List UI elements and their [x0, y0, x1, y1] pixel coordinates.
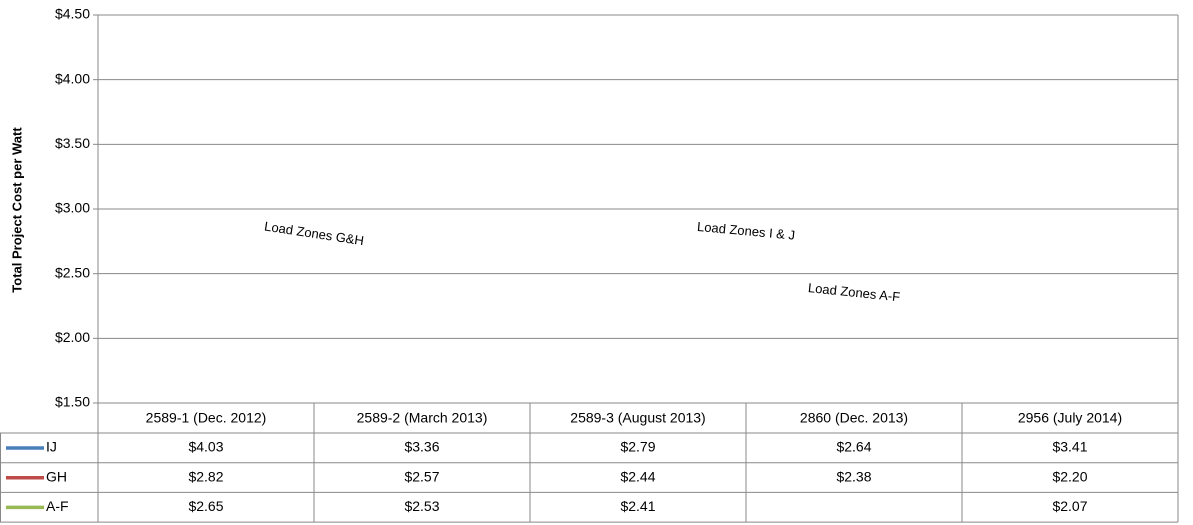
table-value: $2.41 — [620, 498, 655, 514]
y-tick-label: $2.50 — [55, 264, 90, 280]
annotation: Load Zones I & J — [696, 219, 795, 243]
table-value: $3.41 — [1052, 439, 1087, 455]
table-value: $2.65 — [188, 498, 223, 514]
table-value: $2.64 — [836, 439, 871, 455]
x-tick-label: 2589-2 (March 2013) — [357, 410, 488, 426]
y-tick-label: $3.00 — [55, 200, 90, 216]
y-axis-label: Total Project Cost per Watt — [9, 127, 24, 293]
y-tick-label: $4.50 — [55, 6, 90, 22]
table-value: $2.82 — [188, 468, 223, 484]
table-value: $2.07 — [1052, 498, 1087, 514]
table-value: $2.38 — [836, 468, 871, 484]
table-value: $2.53 — [404, 498, 439, 514]
table-value: $2.79 — [620, 439, 655, 455]
legend-label: IJ — [46, 439, 57, 455]
annotation: Load Zones G&H — [263, 219, 365, 249]
x-tick-label: 2589-3 (August 2013) — [570, 410, 705, 426]
table-value: $2.20 — [1052, 468, 1087, 484]
y-tick-label: $4.00 — [55, 70, 90, 86]
y-tick-label: $3.50 — [55, 135, 90, 151]
x-tick-label: 2860 (Dec. 2013) — [800, 410, 908, 426]
x-tick-label: 2956 (July 2014) — [1018, 410, 1122, 426]
table-value: $2.44 — [620, 468, 655, 484]
x-tick-label: 2589-1 (Dec. 2012) — [146, 410, 267, 426]
y-tick-label: $1.50 — [55, 394, 90, 410]
annotation: Load Zones A-F — [807, 280, 901, 304]
table-value: $4.03 — [188, 439, 223, 455]
legend-label: A-F — [46, 498, 69, 514]
legend-label: GH — [46, 468, 67, 484]
table-value: $2.57 — [404, 468, 439, 484]
y-tick-label: $2.00 — [55, 329, 90, 345]
table-value: $3.36 — [404, 439, 439, 455]
